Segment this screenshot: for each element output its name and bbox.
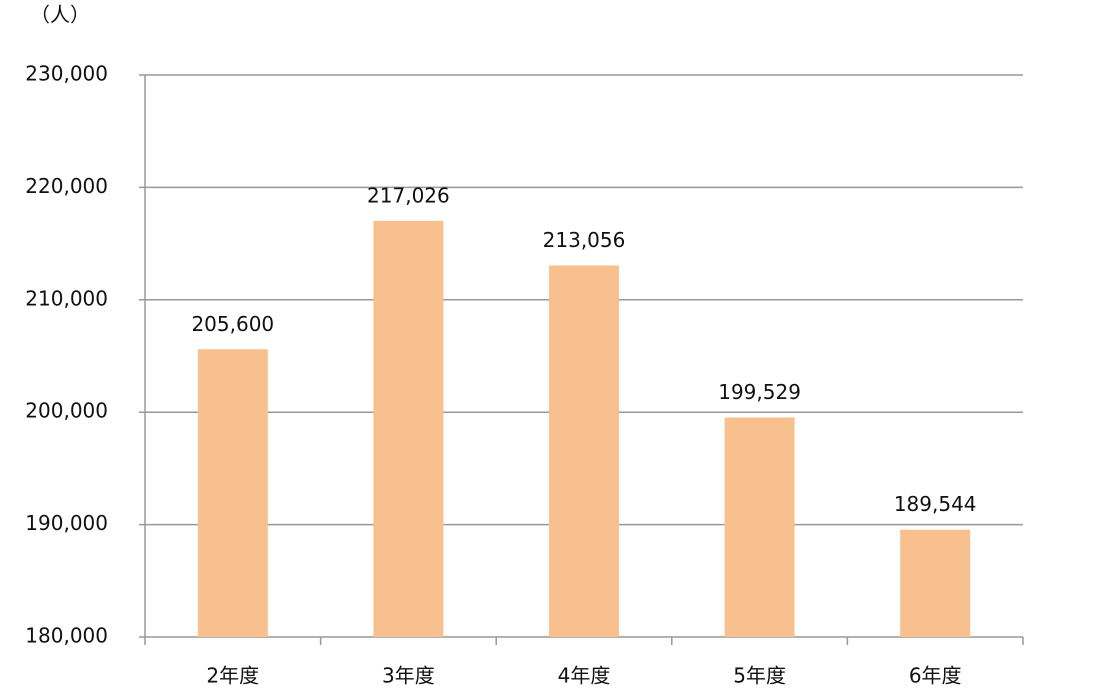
y-tick-label: 230,000 bbox=[25, 62, 108, 86]
x-tick-label: 5年度 bbox=[733, 664, 786, 688]
y-tick-label: 210,000 bbox=[25, 286, 108, 310]
bar bbox=[724, 417, 795, 637]
value-label: 205,600 bbox=[191, 312, 274, 336]
value-label: 213,056 bbox=[543, 228, 626, 252]
y-axis-label: （人） bbox=[30, 3, 90, 27]
bar bbox=[373, 220, 444, 637]
value-label: 217,026 bbox=[367, 183, 450, 207]
x-tick-label: 2年度 bbox=[206, 664, 259, 688]
x-tick-label: 3年度 bbox=[382, 664, 435, 688]
x-tick-label: 6年度 bbox=[909, 664, 962, 688]
bar bbox=[900, 529, 971, 637]
value-label: 199,529 bbox=[718, 380, 801, 404]
value-label: 189,544 bbox=[894, 492, 977, 516]
y-tick-label: 200,000 bbox=[25, 399, 108, 423]
bar bbox=[197, 349, 268, 637]
x-tick-label: 4年度 bbox=[558, 664, 611, 688]
y-tick-label: 220,000 bbox=[25, 174, 108, 198]
y-tick-label: 180,000 bbox=[25, 624, 108, 648]
y-tick-label: 190,000 bbox=[25, 511, 108, 535]
bar bbox=[549, 265, 619, 637]
